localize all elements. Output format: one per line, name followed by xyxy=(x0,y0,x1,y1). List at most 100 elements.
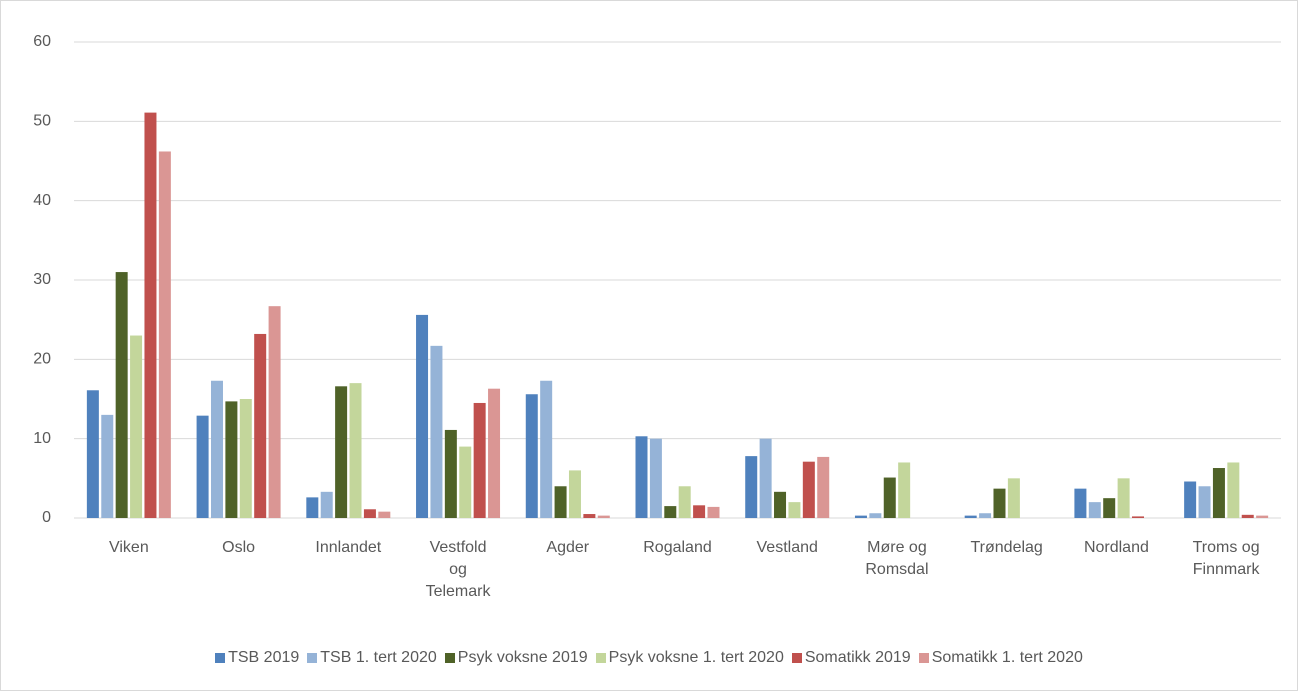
legend: TSB 2019 TSB 1. tert 2020 Psyk voksne 2019… xyxy=(1,649,1297,667)
bar xyxy=(802,461,815,518)
bar xyxy=(817,456,830,518)
legend-swatch xyxy=(215,653,226,663)
legend-swatch xyxy=(918,653,929,663)
bar xyxy=(568,470,581,518)
x-tick-label: Agder xyxy=(546,539,590,556)
bar xyxy=(1088,502,1101,518)
legend-item: Somatikk 2019 xyxy=(791,649,911,667)
bar xyxy=(1103,498,1116,518)
bar xyxy=(1117,478,1130,518)
bar xyxy=(239,399,252,518)
bar xyxy=(554,486,567,518)
bar xyxy=(993,488,1006,518)
bar xyxy=(1184,481,1197,518)
x-tick-label: Vestland xyxy=(756,539,818,556)
x-tick-label: Oslo xyxy=(222,539,256,556)
legend-label: Psyk voksne 1. tert 2020 xyxy=(608,649,784,666)
y-tick-label: 10 xyxy=(33,430,51,447)
legend-swatch xyxy=(444,653,455,663)
bar xyxy=(525,394,538,518)
bar xyxy=(144,112,157,519)
bar xyxy=(1227,462,1240,518)
bar xyxy=(444,429,457,518)
bar xyxy=(210,380,223,518)
bar xyxy=(101,414,114,518)
bar xyxy=(979,513,992,518)
legend-label: Somatikk 1. tert 2020 xyxy=(931,649,1083,666)
x-tick-label: Møre og Romsdal xyxy=(865,539,929,578)
x-tick-label: Viken xyxy=(108,539,149,556)
bar xyxy=(597,515,610,518)
legend-item: TSB 1. tert 2020 xyxy=(307,649,437,667)
bar xyxy=(130,335,143,518)
bar xyxy=(378,511,391,518)
legend-label: TSB 2019 xyxy=(228,649,300,666)
x-tick-label: Innlandet xyxy=(315,539,382,556)
bar xyxy=(1256,515,1269,518)
x-tick-label: Troms og Finnmark xyxy=(1192,539,1260,578)
legend-label: Psyk voksne 2019 xyxy=(457,649,588,666)
legend-swatch xyxy=(791,653,802,663)
bar xyxy=(964,515,977,518)
y-tick-label: 40 xyxy=(33,192,51,209)
bar xyxy=(196,415,209,518)
bar xyxy=(707,506,720,518)
bar xyxy=(1241,514,1254,518)
bar xyxy=(649,438,662,518)
y-tick-label: 60 xyxy=(33,33,51,50)
bar xyxy=(1074,488,1087,518)
bar xyxy=(430,345,443,518)
bar xyxy=(306,497,319,518)
bar xyxy=(1132,516,1145,518)
bar xyxy=(225,401,238,518)
bar xyxy=(320,491,333,518)
legend-item: Psyk voksne 1. tert 2020 xyxy=(595,649,784,667)
bar xyxy=(349,383,362,518)
bar xyxy=(693,505,706,518)
y-tick-label: 50 xyxy=(33,113,51,130)
bar xyxy=(883,477,896,518)
bar xyxy=(678,486,691,518)
bar xyxy=(869,513,882,518)
bar xyxy=(416,314,429,518)
legend-swatch xyxy=(307,653,318,663)
x-tick-label: Vestfold og Telemark xyxy=(425,539,491,600)
bar xyxy=(86,390,99,518)
y-tick-label: 30 xyxy=(33,271,51,288)
bar xyxy=(774,491,787,518)
bar xyxy=(583,514,596,518)
bar xyxy=(473,402,486,518)
bar xyxy=(1007,478,1020,518)
bar xyxy=(788,502,801,518)
bar xyxy=(488,388,501,518)
legend-item: TSB 2019 xyxy=(215,649,299,667)
bar xyxy=(854,515,867,518)
bar xyxy=(254,333,267,518)
bar xyxy=(898,462,911,518)
bar xyxy=(1212,468,1225,518)
bar xyxy=(540,380,553,518)
bar xyxy=(745,456,758,518)
bar xyxy=(268,306,281,518)
bar xyxy=(363,509,376,518)
x-tick-label: Trøndelag xyxy=(970,539,1043,556)
bar xyxy=(459,446,472,518)
bar xyxy=(335,386,348,518)
legend-swatch xyxy=(595,653,606,663)
legend-item: Somatikk 1. tert 2020 xyxy=(918,649,1083,667)
y-tick-label: 0 xyxy=(42,509,51,526)
bar xyxy=(635,436,648,518)
bar xyxy=(664,506,677,518)
bar xyxy=(1198,486,1211,518)
bar xyxy=(115,272,128,518)
bar xyxy=(158,151,171,519)
legend-item: Psyk voksne 2019 xyxy=(444,649,588,667)
x-tick-label: Nordland xyxy=(1083,539,1149,556)
legend-label: Somatikk 2019 xyxy=(804,649,911,666)
x-tick-label: Rogaland xyxy=(643,539,712,556)
bar xyxy=(759,438,772,518)
y-tick-label: 20 xyxy=(33,351,51,368)
legend-label: TSB 1. tert 2020 xyxy=(320,649,437,666)
